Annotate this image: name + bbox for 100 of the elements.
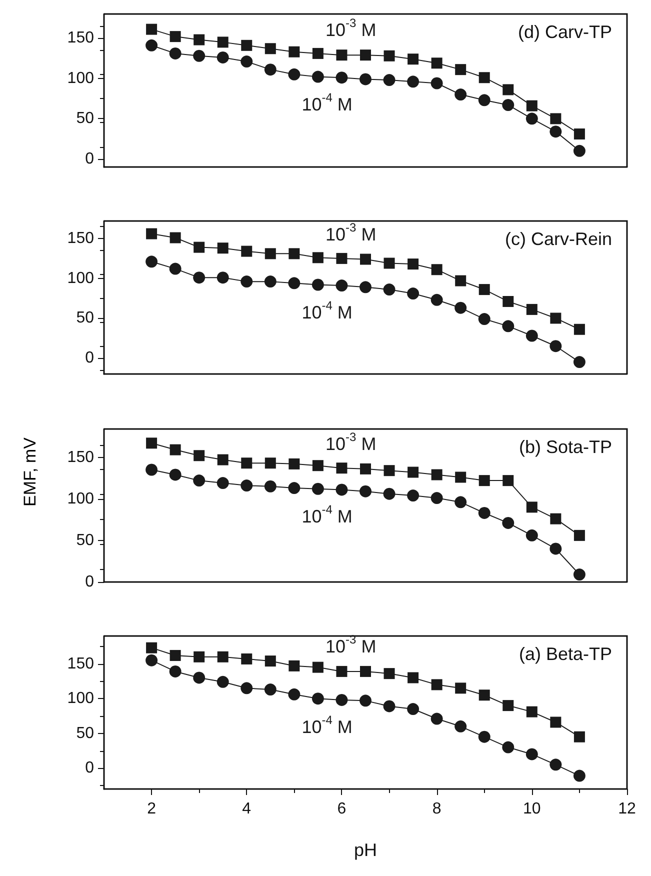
point [502, 700, 514, 712]
point [217, 454, 228, 466]
chart-title: (a) Beta-TP [518, 644, 612, 664]
point [478, 730, 490, 743]
point [336, 694, 348, 706]
chart-title: (d) Carv-TP [518, 22, 612, 42]
point [408, 54, 419, 65]
y-tick-label: 50 [76, 110, 94, 128]
point [454, 88, 467, 101]
point [360, 463, 371, 474]
point [526, 529, 538, 542]
point [216, 272, 229, 284]
point [478, 284, 490, 296]
point [360, 50, 371, 61]
point [288, 482, 300, 494]
point [526, 748, 538, 760]
point [478, 72, 490, 84]
point [430, 492, 443, 504]
point [312, 460, 324, 472]
y-tick-label: 150 [67, 230, 94, 248]
point [288, 248, 300, 260]
point [454, 302, 467, 314]
point [502, 475, 514, 486]
point [454, 720, 467, 732]
point [288, 277, 300, 290]
point [241, 246, 252, 257]
point [550, 113, 562, 124]
y-tick-label: 50 [76, 532, 94, 549]
point [146, 654, 158, 666]
point [288, 458, 300, 470]
point [288, 660, 300, 672]
y-tick-label: 100 [67, 690, 94, 708]
point [526, 706, 538, 718]
point [216, 51, 229, 64]
point [169, 468, 182, 481]
point [573, 568, 586, 581]
point [241, 458, 252, 469]
point [360, 254, 371, 265]
y-tick-label: 0 [85, 574, 94, 590]
point [455, 472, 466, 483]
point [312, 70, 324, 83]
point [194, 651, 205, 662]
point [502, 296, 514, 307]
y-tick-label: 150 [67, 655, 94, 672]
point [408, 258, 419, 270]
point [146, 24, 158, 35]
point [384, 50, 395, 62]
point [502, 320, 514, 332]
point [288, 46, 300, 58]
chart-title: (b) Sota-TP [518, 437, 612, 457]
point [360, 485, 372, 498]
y-tick-label: 0 [85, 350, 94, 367]
point [407, 288, 420, 300]
point [170, 444, 181, 456]
point [336, 666, 348, 677]
point [288, 68, 300, 80]
x-tick-label: 2 [147, 800, 156, 818]
point [217, 651, 228, 662]
x-tick-label: 12 [618, 800, 636, 818]
text: (c) Carv-Rein [504, 229, 612, 249]
y-tick-label: 100 [67, 70, 94, 87]
x-tick-label: 10 [523, 800, 541, 818]
point [526, 112, 538, 125]
point [478, 94, 490, 106]
point [193, 50, 206, 62]
point [312, 48, 324, 59]
point [430, 77, 443, 90]
point [264, 276, 276, 288]
point [550, 126, 562, 138]
point [407, 76, 420, 88]
point [383, 74, 396, 86]
point [312, 278, 324, 291]
point [217, 36, 228, 48]
point [431, 264, 442, 276]
y-tick-label: 150 [67, 30, 94, 47]
point [336, 72, 348, 84]
y-tick-label: 50 [76, 724, 94, 742]
point [574, 128, 585, 140]
point [430, 294, 443, 306]
point [454, 496, 467, 508]
point [216, 676, 229, 688]
point [502, 84, 514, 96]
point [550, 340, 562, 352]
x-tick-label: 6 [337, 800, 346, 818]
y-tick-label: 150 [67, 448, 94, 466]
point [146, 256, 158, 268]
x-axis-title: pH [354, 840, 378, 860]
y-tick-label: 100 [67, 270, 94, 287]
point [550, 716, 562, 728]
point [407, 490, 420, 502]
point [455, 682, 466, 694]
point [146, 438, 158, 449]
point [240, 276, 253, 288]
point [502, 516, 514, 529]
point [478, 690, 490, 701]
point [312, 482, 324, 495]
point [550, 312, 562, 324]
point [574, 731, 585, 742]
point [170, 650, 181, 661]
point [430, 712, 443, 725]
